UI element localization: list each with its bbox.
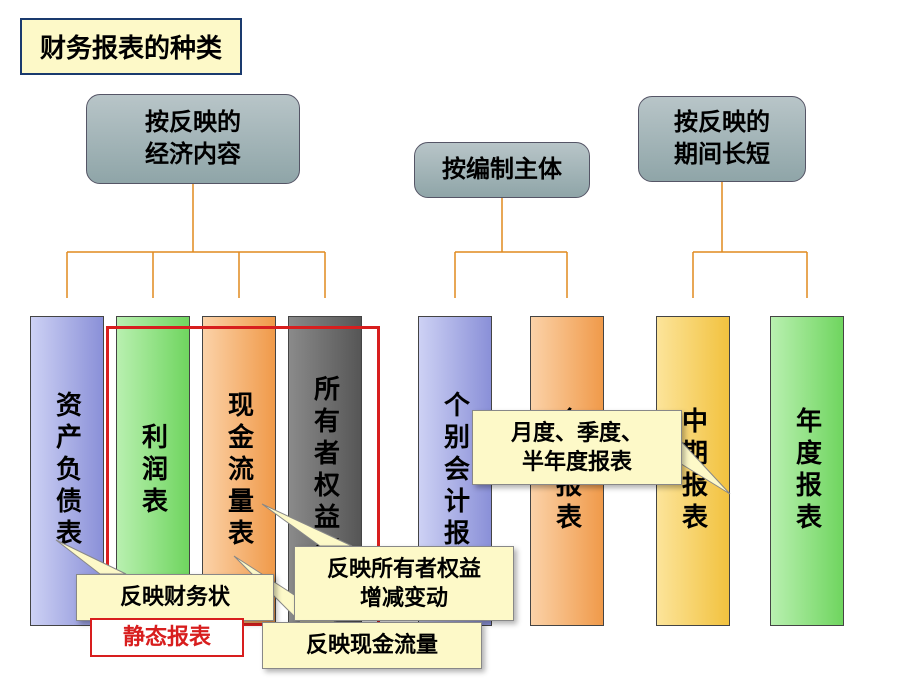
category-label: 按反映的期间长短 xyxy=(674,107,770,172)
callout-static-report: 静态报表 xyxy=(90,618,244,657)
diagram-title: 财务报表的种类 xyxy=(20,18,242,75)
leaf-label: 年度报表 xyxy=(789,407,826,535)
callout-label: 反映现金流量 xyxy=(306,632,438,657)
callout-owners-equity-change: 反映所有者权益增减变动 xyxy=(294,546,514,621)
category-compilation-entity: 按编制主体 xyxy=(414,142,590,198)
callout-cashflow: 反映现金流量 xyxy=(262,622,482,669)
leaf-label: 资产负债表 xyxy=(49,391,86,551)
callout-label: 反映所有者权益增减变动 xyxy=(327,556,481,610)
callout-label: 月度、季度、半年度报表 xyxy=(511,420,643,474)
category-economic-content: 按反映的经济内容 xyxy=(86,94,300,184)
leaf-annual-report: 年度报表 xyxy=(770,316,844,626)
category-period-length: 按反映的期间长短 xyxy=(638,96,806,182)
callout-period: 月度、季度、半年度报表 xyxy=(472,410,682,485)
category-label: 按编制主体 xyxy=(442,154,562,186)
leaf-label: 个别会计报 xyxy=(437,391,474,551)
callout-financial-status: 反映财务状 xyxy=(76,574,274,621)
callout-label: 静态报表 xyxy=(123,624,211,649)
category-label: 按反映的经济内容 xyxy=(145,107,241,172)
callout-label: 反映财务状 xyxy=(120,584,230,609)
